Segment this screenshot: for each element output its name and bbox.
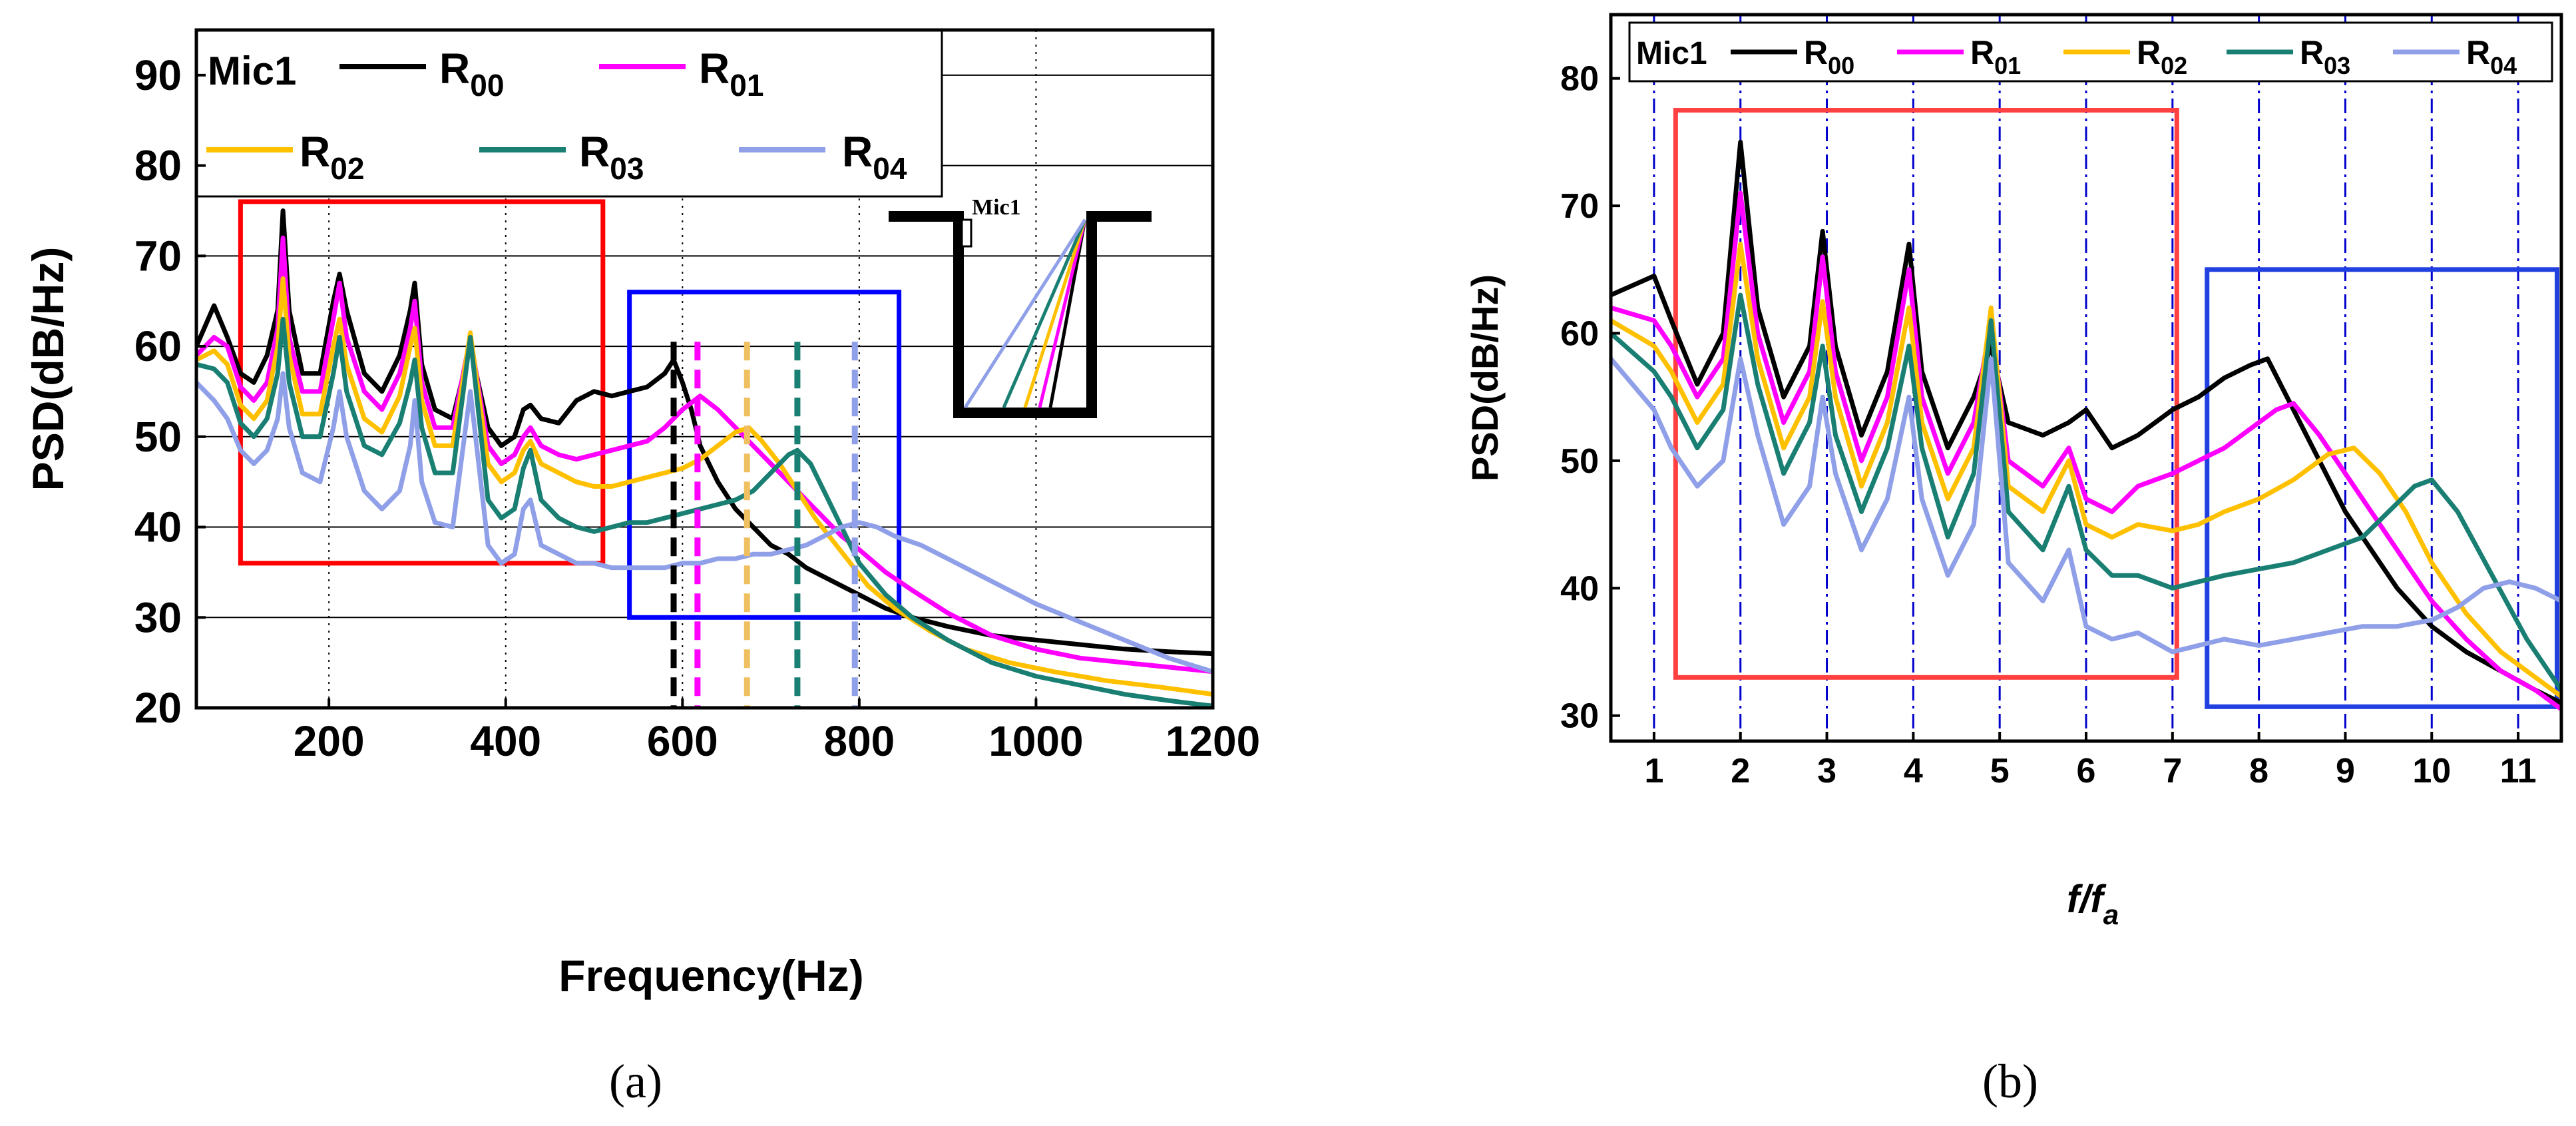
panel-b-ytick-label: 60 <box>1560 315 1599 354</box>
panel-a-yaxis-label: PSD(dB/Hz) <box>23 247 73 491</box>
panel-a-ytick-label: 60 <box>134 322 182 370</box>
panel-b-series-line-R04 <box>1611 356 2561 655</box>
panel-b-xtick-label: 2 <box>1731 752 1750 790</box>
panel-a-caption: (a) <box>609 1055 662 1108</box>
panel-b-ytick-label: 80 <box>1560 60 1599 99</box>
panel-b-xtick-label: 11 <box>2500 752 2537 790</box>
panel-a-axes-frame <box>194 28 1215 710</box>
panel-b-xtick-label: 5 <box>1990 752 2010 790</box>
panel-a-legend-label-R04: R04 <box>842 128 907 186</box>
panel-b-caption: (b) <box>1982 1055 2038 1108</box>
panel-a-legend-label-R02: R02 <box>300 128 364 186</box>
panel-b-legend-title: Mic1 <box>1636 36 1707 71</box>
panel-a-inset-ramp <box>1038 219 1087 408</box>
panel-b-series-group <box>1611 139 2561 711</box>
panel-a-ytick-label: 70 <box>134 232 182 280</box>
panel-b-xtick-label: 10 <box>2412 752 2451 790</box>
panel-a-chart: Mic1 R00 R01 R02 R03 R04 Mic1 20 30 40 50 60 70 80 90 2… <box>23 28 1260 1000</box>
panel-a-legend-title: Mic1 <box>208 49 296 93</box>
panel-b-series-line-R01 <box>1611 190 2561 711</box>
panel-b-legend-label-R04: R04 <box>2466 34 2517 79</box>
panel-b-yaxis-label: PSD(dB/Hz) <box>1464 274 1506 481</box>
panel-b-legend-label-R01: R01 <box>1970 34 2021 79</box>
panel-a-highlight-box <box>627 290 902 620</box>
panel-b-ytick-label: 30 <box>1560 697 1599 736</box>
panel-b-xtick-label: 6 <box>2077 752 2096 790</box>
panel-b-highlight-box <box>1673 108 2179 680</box>
panel-a-inset-mic-label: Mic1 <box>972 195 1021 220</box>
panel-a-legend-label-R03: R03 <box>579 128 644 186</box>
panel-a-inset-ramp <box>963 218 1087 409</box>
panel-a-ytick-label: 30 <box>134 593 182 641</box>
panel-a-series-line-R02 <box>196 276 1213 697</box>
panel-a-inset-ramp <box>1002 219 1087 408</box>
panel-b-highlight-box <box>2205 267 2560 709</box>
panel-a-xtick-label: 400 <box>470 717 541 765</box>
panel-a-xtick-label: 200 <box>294 717 365 765</box>
panel-b-xtick-label: 4 <box>1904 752 1923 790</box>
panel-a-ytick-label: 20 <box>134 684 182 732</box>
panel-a-xtick-label: 1200 <box>1166 717 1260 765</box>
panel-a-series-group <box>196 208 1213 708</box>
panel-b-series-line-R03 <box>1611 292 2561 692</box>
panel-b-ytick-label: 40 <box>1560 569 1599 608</box>
panel-a-inset-mic <box>961 218 972 248</box>
panel-a-ytick-label: 80 <box>134 142 182 190</box>
panel-a-ytick-label: 40 <box>134 503 182 551</box>
panel-b-legend-label-R03: R03 <box>2300 34 2350 79</box>
panel-b-ytick-label: 50 <box>1560 442 1599 481</box>
panel-a-inset-diagram: Mic1 <box>889 195 1152 418</box>
panel-a-series-line-R00 <box>196 208 1213 657</box>
panel-b-xtick-label: 8 <box>2249 752 2268 790</box>
panel-b-xtick-label: 1 <box>1644 752 1663 790</box>
panel-a-xtick-label: 1000 <box>988 717 1083 765</box>
panel-b-xtick-label: 9 <box>2336 752 2355 790</box>
panel-b-xtick-label: 7 <box>2163 752 2182 790</box>
panel-a-xtick-label: 600 <box>647 717 718 765</box>
panel-a-legend-label-R00: R00 <box>439 45 504 103</box>
panel-a-inset-ramp <box>1023 219 1087 408</box>
panel-a-xtick-label: 800 <box>823 717 895 765</box>
panel-a-ytick-label: 50 <box>134 413 182 461</box>
panel-b-chart: Mic1 R00 R01 R02 R03 R04 30 40 50 60 70 80 1 2 3 4 5 6 7 8 9… <box>1464 13 2563 930</box>
panel-b-legend-label-R02: R02 <box>2137 34 2187 79</box>
panel-a-inset-channel <box>889 211 1152 418</box>
panel-a-xaxis-label: Frequency(Hz) <box>558 951 863 1000</box>
panel-b-series-line-R02 <box>1611 242 2561 699</box>
panel-a-ytick-label: 90 <box>134 51 182 99</box>
panel-b-xtick-label: 3 <box>1817 752 1836 790</box>
panel-a-inset-ramp <box>1048 219 1087 408</box>
panel-a-series-line-R04 <box>196 371 1213 675</box>
panel-b-legend-label-R00: R00 <box>1804 34 1854 79</box>
panel-b-ytick-label: 70 <box>1560 187 1599 226</box>
panel-a-legend-label-R01: R01 <box>699 45 763 103</box>
panel-b-xaxis-label: f/fa <box>2067 878 2119 930</box>
